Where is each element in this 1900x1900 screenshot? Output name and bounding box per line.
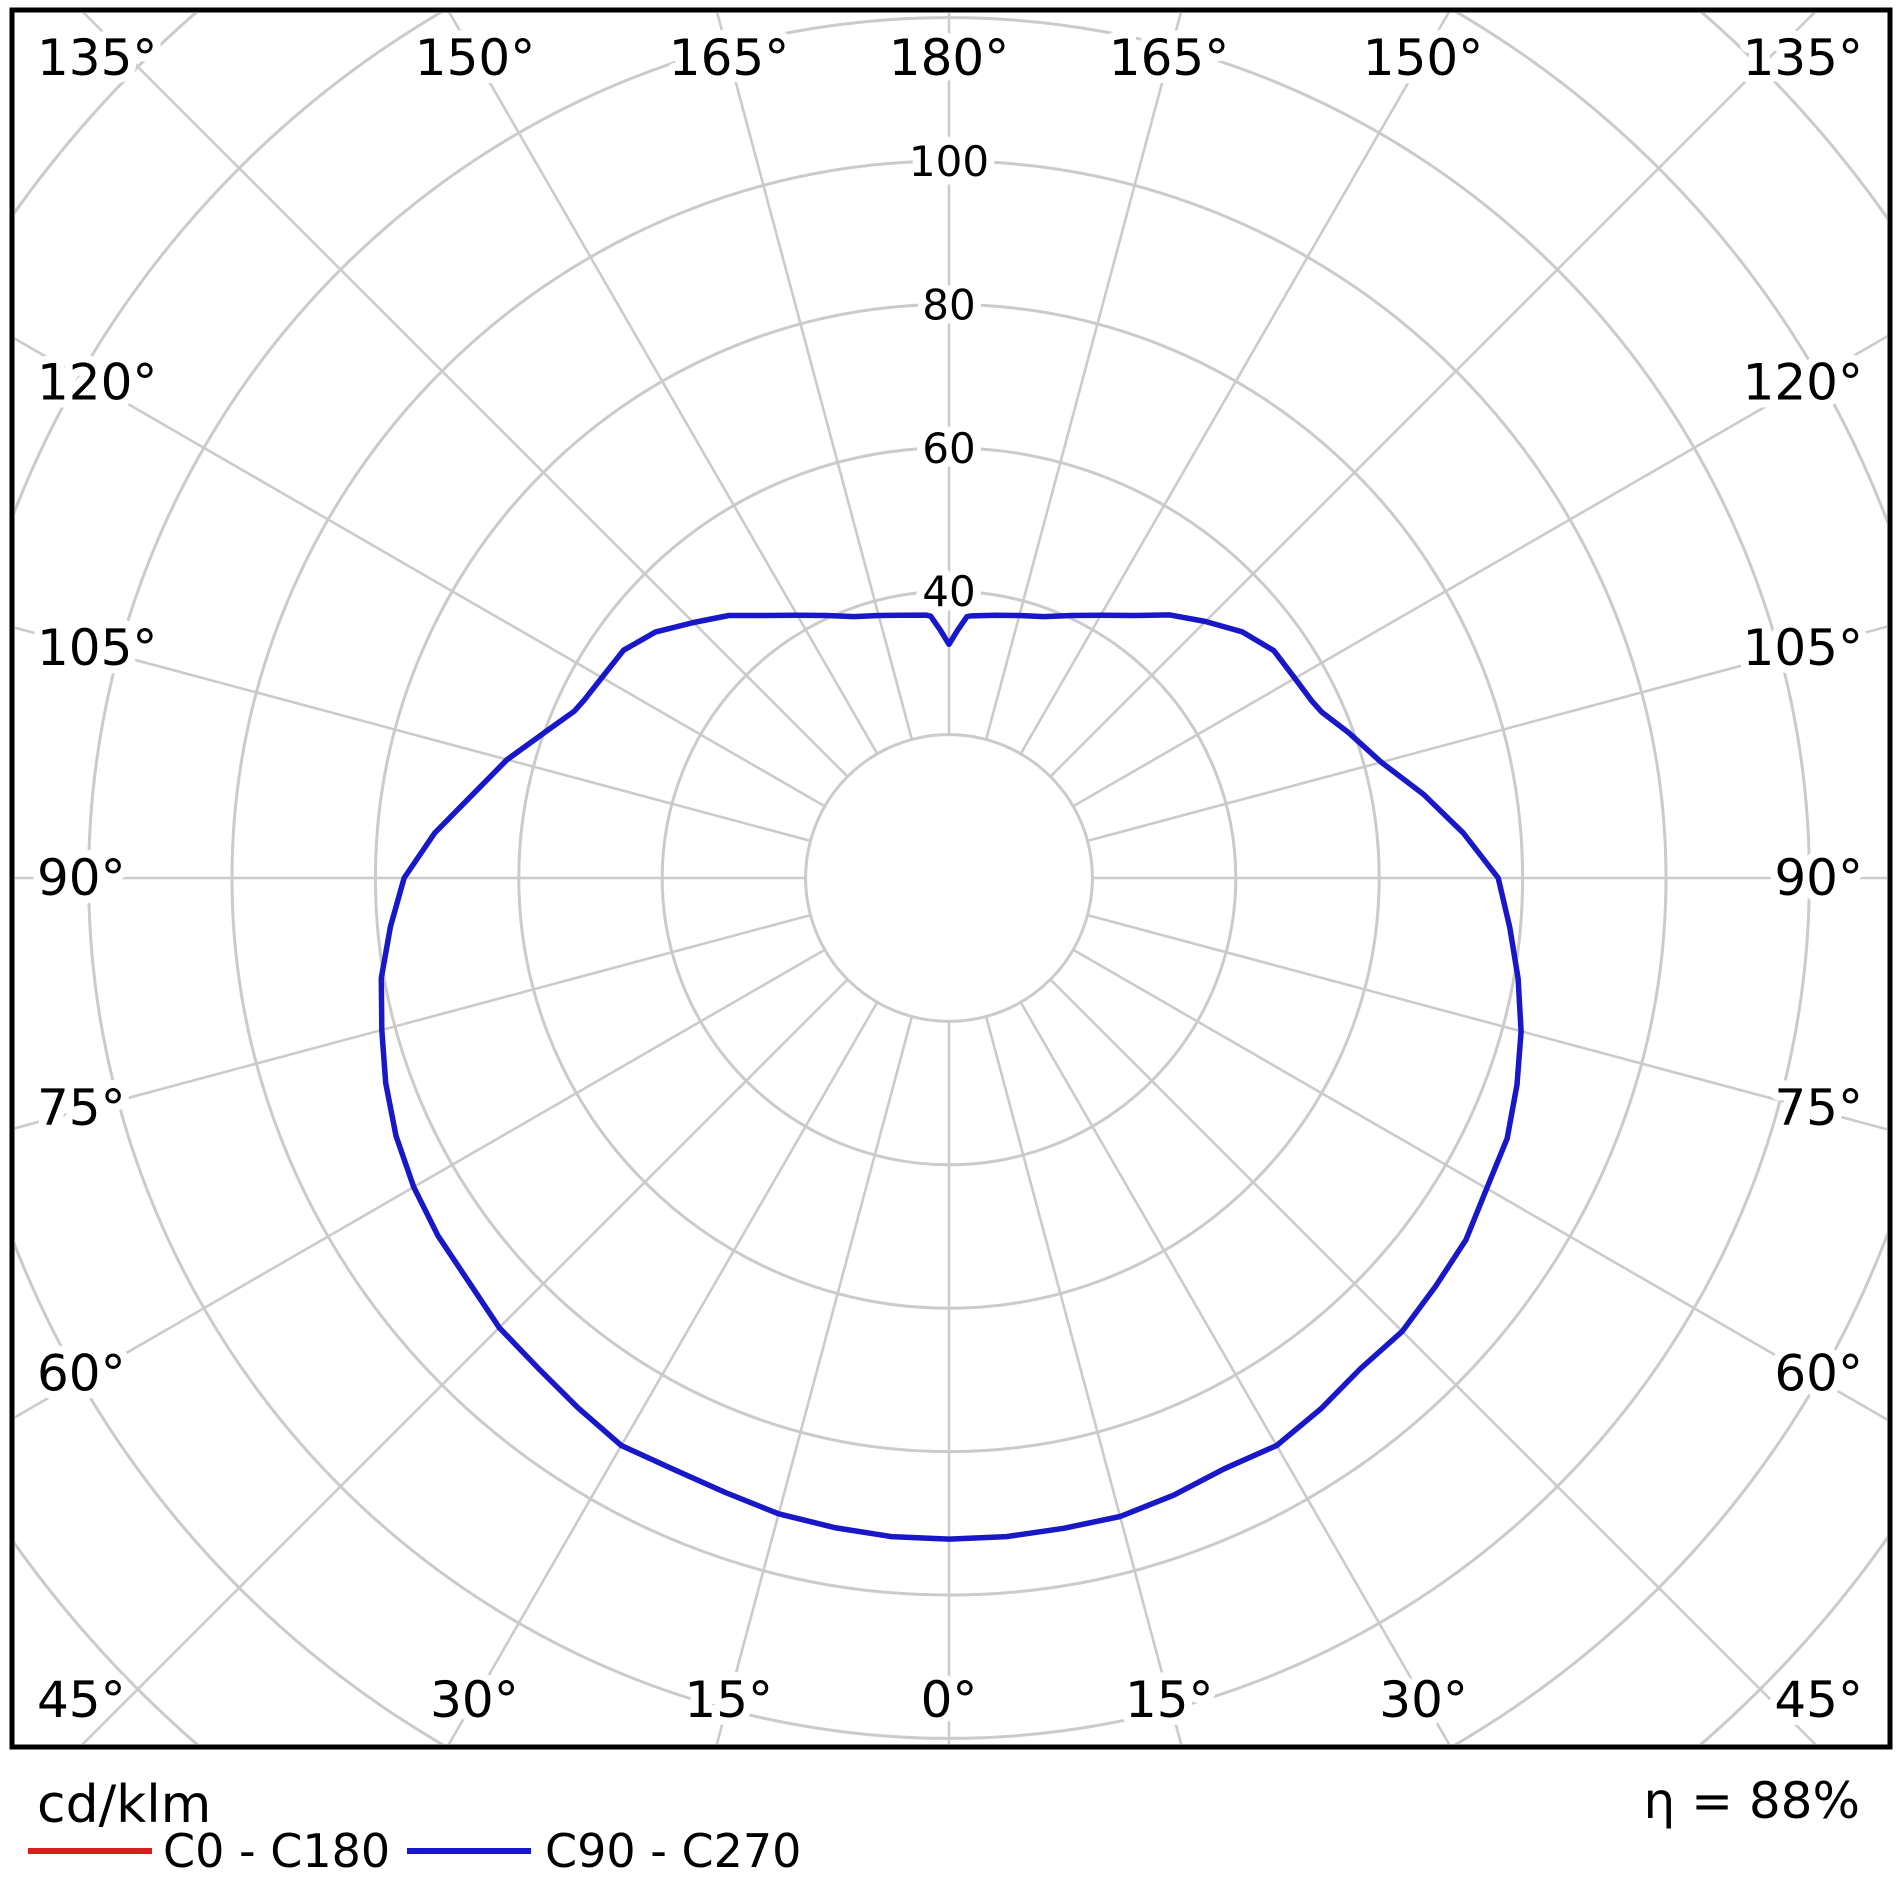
spoke-gridline: [1087, 913, 1887, 1131]
angle-tick-label: 0°: [921, 1671, 978, 1729]
angle-tick-label: 30°: [430, 1671, 519, 1729]
angle-tick-label: 105°: [1743, 619, 1863, 677]
angle-tick-label: 30°: [1379, 1671, 1468, 1729]
legend-label-c90: C90 - C270: [545, 1824, 801, 1878]
radial-tick-label: 100: [909, 137, 989, 186]
angle-tick-label: 135°: [1743, 29, 1863, 87]
efficiency-label: η = 88%: [1643, 1772, 1860, 1830]
curve-C90-C270: [378, 612, 1524, 1542]
spoke-gridline: [1072, 334, 1887, 808]
spoke-gridline: [15, 337, 826, 808]
plot-frame: [9, 7, 1893, 1750]
ring-gridline: [804, 733, 1094, 1023]
tick-label-layer: 40 60 80 100 0° 15° 15° 30° 30° 45° 45° 60° 60° 75° 75…: [29, 21, 1871, 1737]
spoke-gridline: [82, 13, 849, 778]
angle-tick-label: 45°: [37, 1671, 126, 1729]
spoke-gridline: [1049, 13, 1816, 778]
spoke-gridline: [984, 13, 1183, 740]
radial-tick-label: 40: [922, 567, 975, 616]
angle-tick-label: 15°: [684, 1671, 773, 1729]
angle-tick-label: 105°: [37, 619, 157, 677]
angle-tick-label: 120°: [1743, 354, 1863, 412]
curve-layer: [378, 612, 1524, 1542]
spoke-gridline: [1049, 978, 1817, 1744]
radial-tick-label: 60: [922, 424, 975, 473]
angle-tick-label: 150°: [1363, 29, 1483, 87]
spoke-gridline: [1019, 13, 1450, 755]
spoke-gridline: [715, 1016, 914, 1744]
angle-tick-label: 135°: [37, 29, 157, 87]
angle-tick-label: 60°: [1774, 1344, 1863, 1402]
angle-tick-label: 180°: [889, 29, 1009, 87]
angle-tick-label: 15°: [1125, 1671, 1214, 1729]
spoke-gridline: [1087, 625, 1887, 843]
unit-label: cd/klm: [37, 1775, 211, 1835]
angle-tick-label: 165°: [669, 29, 789, 87]
spoke-gridline: [715, 13, 914, 740]
angle-tick-label: 90°: [37, 849, 126, 907]
angle-tick-label: 60°: [37, 1344, 126, 1402]
spoke-gridline: [447, 1001, 879, 1744]
angle-tick-label: 45°: [1774, 1671, 1863, 1729]
angle-tick-label: 120°: [37, 354, 157, 412]
spoke-gridline: [15, 626, 811, 843]
spoke-gridline: [15, 948, 826, 1419]
spoke-gridline: [81, 978, 849, 1744]
angle-tick-label: 75°: [37, 1079, 126, 1137]
spoke-gridline: [1019, 1001, 1451, 1744]
spoke-gridline: [1072, 948, 1887, 1422]
angle-tick-label: 75°: [1774, 1079, 1863, 1137]
angle-tick-label: 90°: [1774, 849, 1863, 907]
spoke-gridline: [448, 13, 879, 755]
legend-label-c0: C0 - C180: [163, 1824, 390, 1878]
spoke-gridline: [15, 913, 811, 1130]
legend: C0 - C180 C90 - C270: [28, 1824, 801, 1878]
radial-tick-label: 80: [922, 280, 975, 329]
angle-tick-label: 165°: [1109, 29, 1229, 87]
angle-tick-label: 150°: [415, 29, 535, 87]
spoke-gridline: [984, 1016, 1183, 1744]
